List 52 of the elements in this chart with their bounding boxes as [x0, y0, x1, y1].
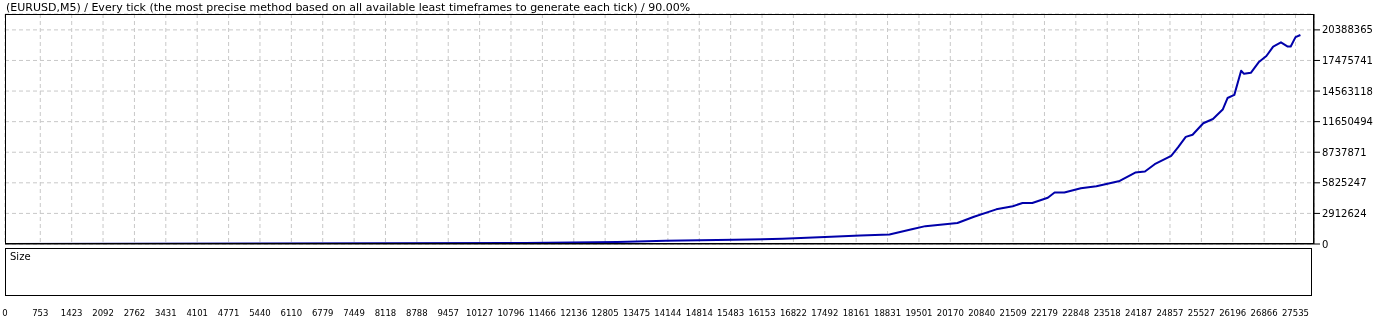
x-tick-label: 27535	[1281, 308, 1310, 319]
x-tick-label: 24187	[1125, 308, 1153, 319]
x-tick-label: 9457	[437, 308, 460, 319]
x-tick-label: 14144	[654, 308, 682, 319]
x-tick-label: 18161	[842, 308, 870, 319]
x-tick-label: 4771	[217, 308, 240, 319]
y-tick-label: 20388365	[1322, 24, 1373, 36]
x-tick-label: 3431	[154, 308, 177, 319]
x-tick-label: 13475	[623, 308, 651, 319]
x-tick-label: 16822	[779, 308, 807, 319]
x-tick-label: 22848	[1062, 308, 1090, 319]
x-tick-label: 26196	[1219, 308, 1247, 319]
x-tick-label: 6110	[280, 308, 303, 319]
x-tick-label: 23518	[1093, 308, 1121, 319]
x-tick-label: 10796	[497, 308, 525, 319]
x-tick-label: 21509	[999, 308, 1027, 319]
x-tick-label: 20170	[936, 308, 964, 319]
x-tick-label: 0	[2, 308, 8, 319]
x-tick-label: 10127	[466, 308, 494, 319]
x-tick-label: 15483	[717, 308, 745, 319]
y-tick-label: 17475741	[1322, 55, 1373, 67]
x-tick-label: 12136	[560, 308, 588, 319]
x-tick-label: 4101	[186, 308, 209, 319]
x-tick-label: 2092	[92, 308, 114, 319]
y-tick-label: 5825247	[1322, 177, 1367, 189]
y-tick-label: 0	[1322, 238, 1329, 250]
x-tick-label: 11466	[528, 308, 556, 319]
x-tick-label: 753	[32, 308, 49, 319]
x-tick-label: 14814	[685, 308, 713, 319]
y-tick-label: 14563118	[1322, 85, 1373, 97]
x-tick-label: 26866	[1250, 308, 1278, 319]
x-tick-label: 2762	[123, 308, 146, 319]
x-tick-label: 25527	[1187, 308, 1215, 319]
x-tick-label: 22179	[1030, 308, 1058, 319]
x-tick-label: 7449	[343, 308, 365, 319]
x-tick-label: 8788	[406, 308, 428, 319]
x-tick-label: 5440	[249, 308, 271, 319]
x-tick-label: 12805	[591, 308, 619, 319]
chart-title: (EURUSD,M5) / Every tick (the most precise method based on all available least timeframes to generate each tick) / 90.00%	[6, 1, 691, 14]
y-tick-label: 2912624	[1322, 207, 1367, 219]
empty-panel: Size	[5, 248, 1312, 296]
x-tick-label: 1423	[60, 308, 83, 319]
x-tick-label: 24857	[1156, 308, 1184, 319]
y-tick-label: 11650494	[1322, 116, 1373, 128]
x-tick-label: 8118	[374, 308, 397, 319]
y-tick-label: 8737871	[1322, 146, 1367, 158]
x-tick-label: 20840	[968, 308, 996, 319]
x-tick-label: 17492	[811, 308, 839, 319]
x-tick-label: 18831	[874, 308, 902, 319]
x-tick-label: 16153	[748, 308, 776, 319]
x-tick-label: 6779	[311, 308, 334, 319]
x-tick-label: 19501	[905, 308, 933, 319]
